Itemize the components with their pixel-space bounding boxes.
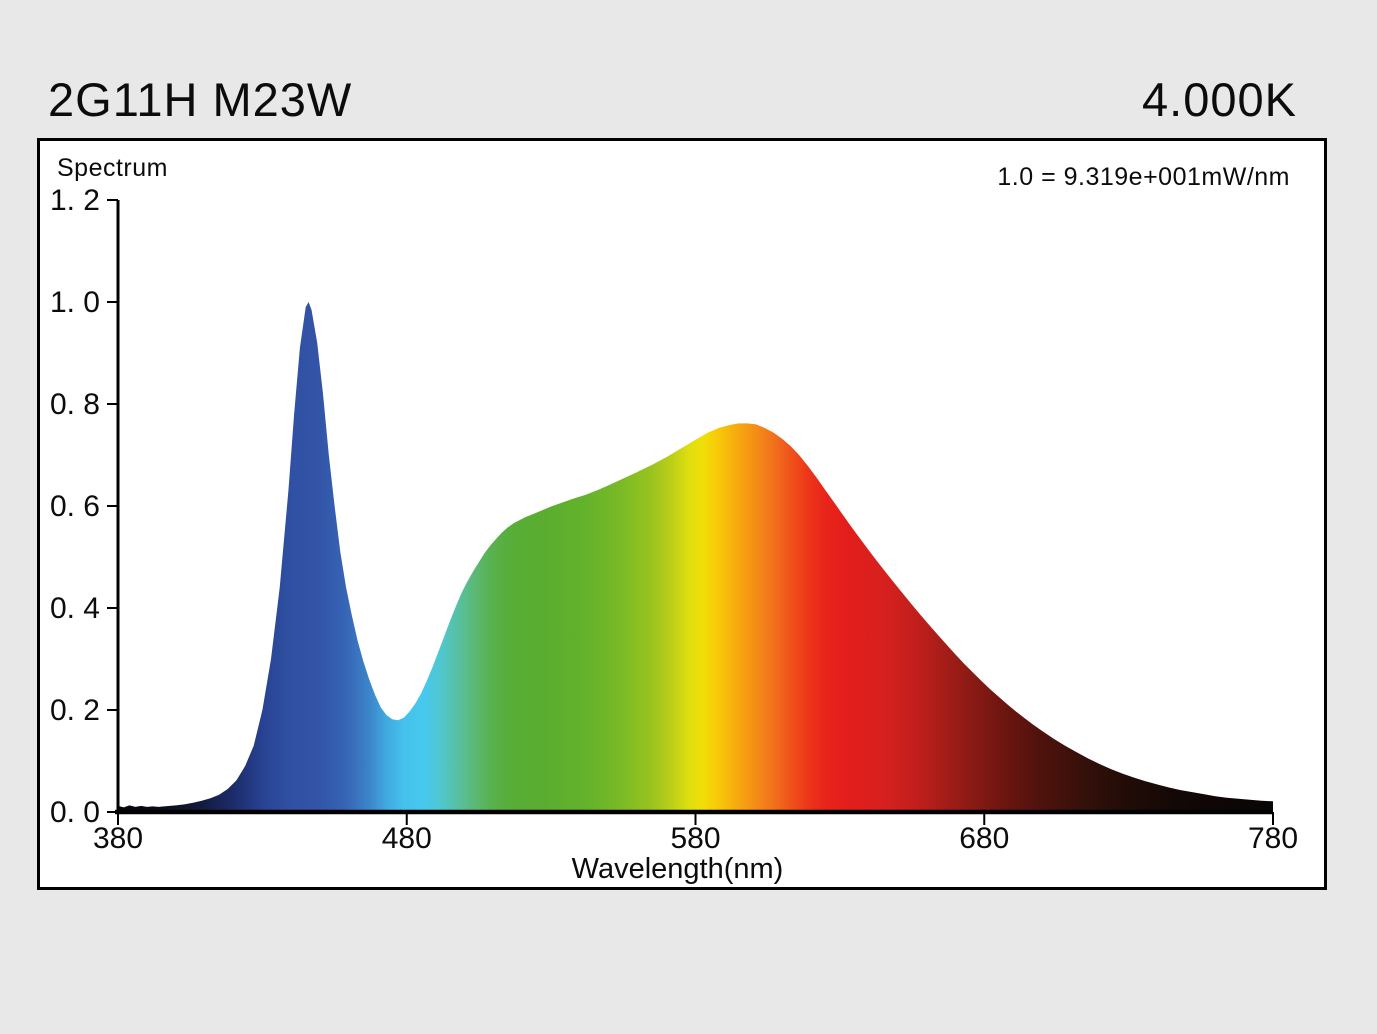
x-tick-label: 380 [93,822,143,855]
scale-reference-note: 1.0 = 9.319e+001mW/nm [997,163,1290,191]
y-tick-label: 0. 2 [50,694,100,727]
y-tick-label: 0. 4 [50,592,100,625]
y-tick-label: 1. 2 [50,184,100,217]
y-tick-label: 0. 6 [50,490,100,523]
color-temperature-label: 4.000K [1142,73,1297,126]
y-tick-label: 1. 0 [50,286,100,319]
product-model-title: 2G11H M23W [48,73,353,126]
spectrum-area [118,302,1273,812]
y-tick-label: 0. 8 [50,388,100,421]
x-tick-label: 680 [959,822,1009,855]
y-tick-label: 0. 0 [50,796,100,829]
x-tick-label: 480 [382,822,432,855]
x-tick-label: 580 [670,822,720,855]
x-tick-label: 780 [1248,822,1298,855]
chart-title: Spectrum [57,154,168,182]
spectrum-chart-frame: 0. 0 0. 2 0. 4 0. 6 0. 8 1. 0 1. 2 380 480 580 680… [37,138,1327,890]
spectrum-plot: 0. 0 0. 2 0. 4 0. 6 0. 8 1. 0 1. 2 380 480 580 680… [50,184,1298,885]
x-axis-label: Wavelength(nm) [572,853,784,885]
